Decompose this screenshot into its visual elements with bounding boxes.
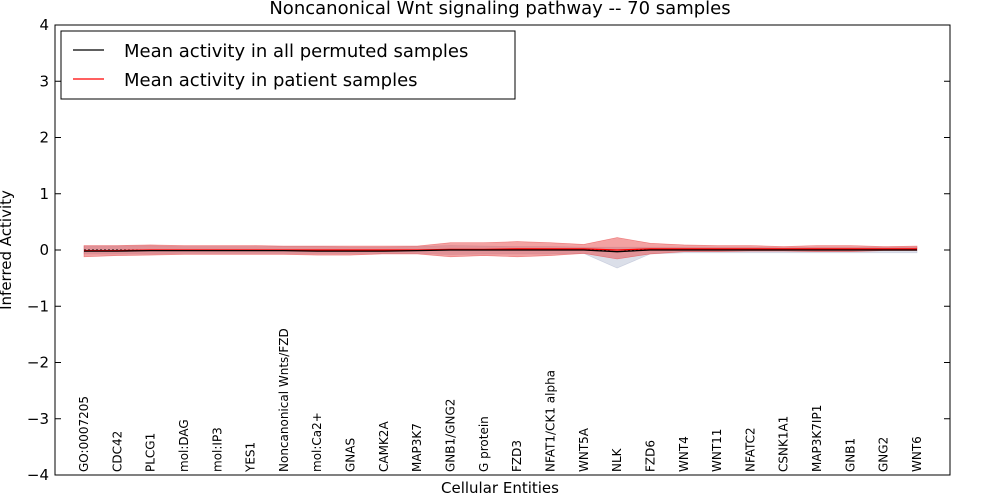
series-lines: [84, 248, 917, 253]
y-tick-label: −1: [27, 297, 49, 315]
y-axis-label: Inferred Activity: [0, 190, 15, 310]
x-category-label: NFATC2: [743, 427, 757, 472]
x-category-label: YES1: [244, 442, 258, 473]
x-category-label: FZD3: [510, 440, 524, 472]
x-category-label: CDC42: [110, 431, 124, 472]
y-tick-label: 2: [39, 129, 49, 147]
x-category-label: G protein: [477, 416, 491, 472]
line-permuted: [84, 249, 917, 253]
x-category-label: CSNK1A1: [777, 416, 791, 472]
y-tick-label: −4: [27, 466, 49, 484]
x-category-label: NFAT1/CK1 alpha: [544, 370, 558, 472]
y-tick-label: 4: [39, 16, 49, 34]
y-axis: 4 3 2 1 0 −1 −2 −3 −4: [27, 16, 950, 484]
x-category-label: MAP3K7IP1: [810, 405, 824, 472]
x-category-label: mol:IP3: [210, 427, 224, 472]
legend-label-permuted: Mean activity in all permuted samples: [124, 41, 468, 62]
x-category-label: Noncanonical Wnts/FZD: [277, 328, 291, 472]
x-category-label: GO:0007205: [77, 396, 91, 472]
chart-title: Noncanonical Wnt signaling pathway -- 70…: [269, 0, 730, 19]
x-category-label: mol:DAG: [177, 419, 191, 472]
x-category-label: CAMK2A: [377, 421, 391, 472]
x-category-label: NLK: [610, 447, 624, 472]
y-tick-label: 3: [39, 72, 49, 90]
x-category-label: GNB1/GNG2: [444, 399, 458, 472]
x-category-label: FZD6: [643, 440, 657, 472]
x-category-label: WNT11: [710, 429, 724, 472]
legend-label-patient: Mean activity in patient samples: [124, 70, 418, 91]
x-axis-label: Cellular Entities: [441, 479, 559, 497]
x-category-label: mol:Ca2+: [310, 412, 324, 472]
y-tick-label: −2: [27, 354, 49, 372]
confidence-bands: [83, 237, 918, 269]
x-category-label: GNG2: [877, 437, 891, 472]
x-axis: GO:0007205 CDC42 PLCG1 mol:DAG mol:IP3 YES1 No…: [77, 328, 924, 473]
x-category-label: GNB1: [843, 438, 857, 472]
legend: Mean activity in all permuted samples Me…: [60, 30, 516, 100]
legend-box: [60, 30, 516, 100]
x-category-label: WNT5A: [577, 427, 591, 472]
y-tick-label: 1: [39, 185, 49, 203]
x-category-label: MAP3K7: [410, 423, 424, 472]
x-category-label: PLCG1: [144, 433, 158, 472]
x-category-label: WNT6: [910, 436, 924, 472]
x-category-label: GNAS: [344, 438, 358, 472]
x-category-label: WNT4: [677, 436, 691, 472]
y-tick-label: 0: [39, 241, 49, 259]
y-tick-label: −3: [27, 410, 49, 428]
